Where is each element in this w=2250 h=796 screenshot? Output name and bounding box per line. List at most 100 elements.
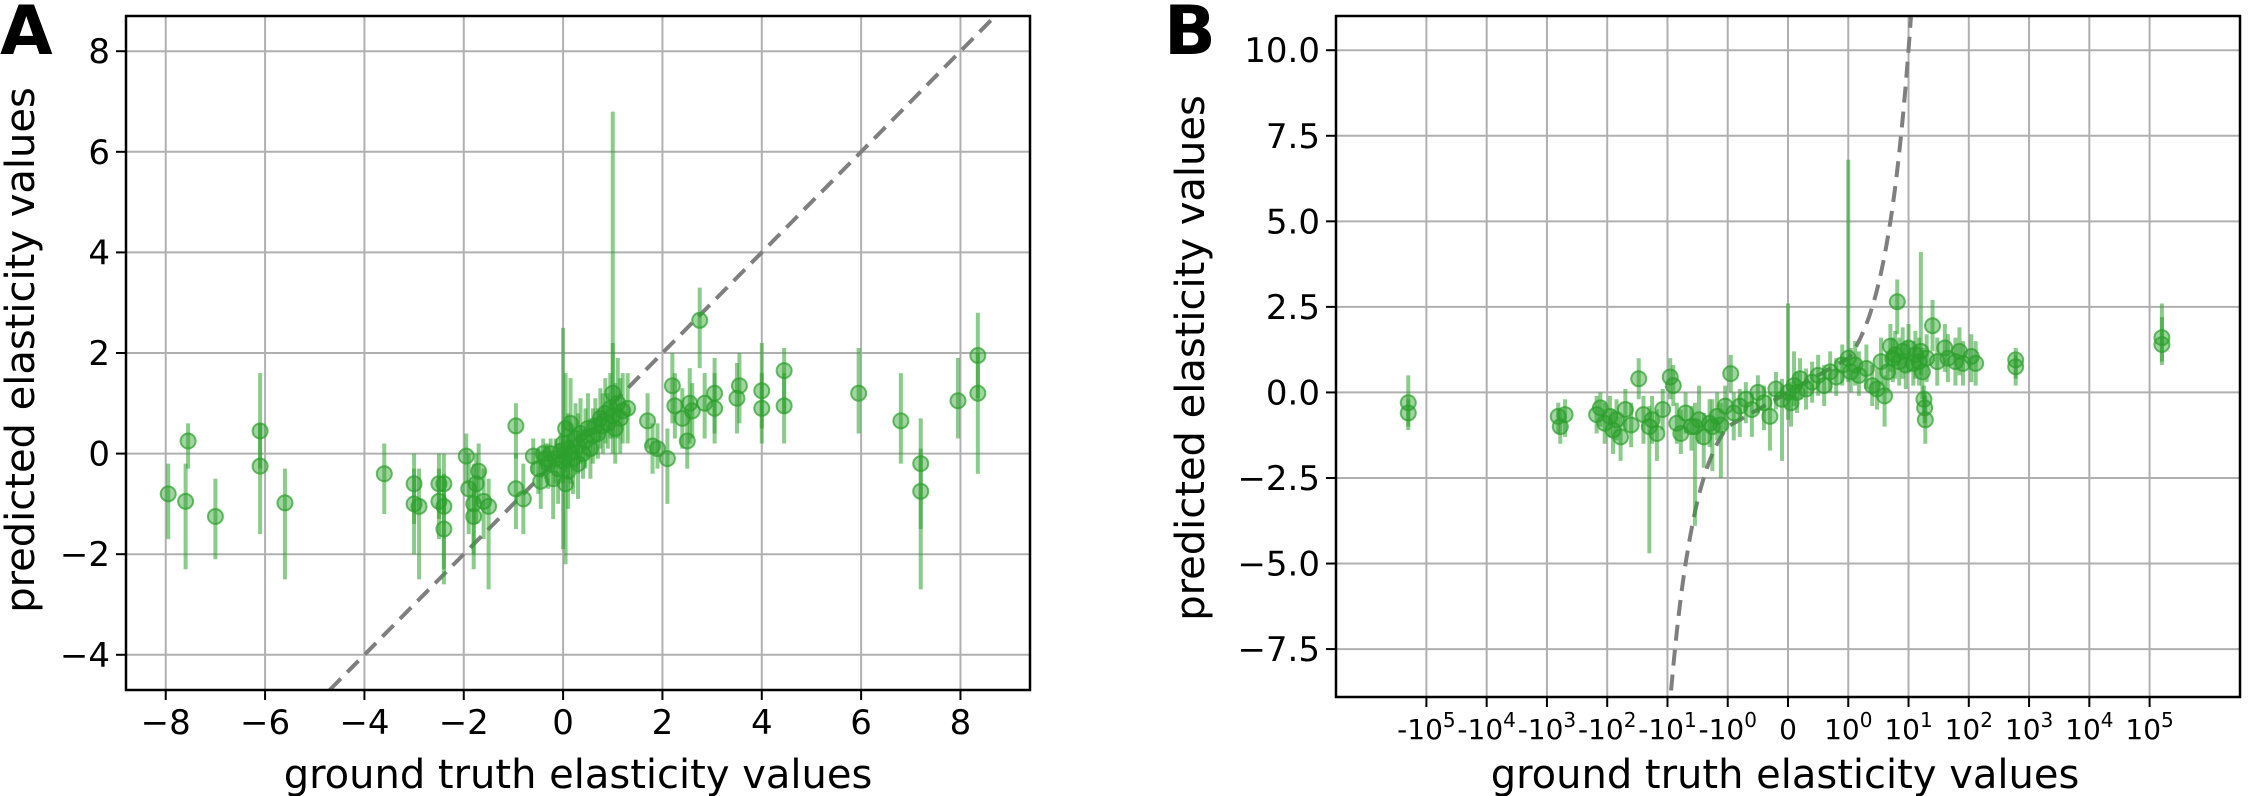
panel-a-data-point [728, 389, 746, 407]
panel-a-label: A [0, 0, 53, 71]
panel-a-data-point [775, 397, 793, 415]
panel-a-data-point [691, 311, 709, 329]
panel-a-data-point [465, 507, 483, 525]
panel-a-data-point [514, 490, 532, 508]
panel-b-data-point [1761, 407, 1779, 425]
panel-b-x-tick-label: -101 [1638, 708, 1696, 746]
panel-b-data-point [1648, 424, 1666, 442]
panel-a-data-point [648, 440, 666, 458]
panel-b-reference-line [1669, 17, 1913, 691]
panel-a-data-point [179, 432, 197, 450]
panel-a-x-tick-label: 2 [652, 703, 674, 743]
panel-a-data-point [276, 494, 294, 512]
panel-a-data-point [410, 497, 428, 515]
panel-b-data-point [1924, 317, 1942, 335]
panel-a-x-tick-label: 0 [552, 703, 574, 743]
panel-a-data-point [969, 384, 987, 402]
panel-a-reference-line [328, 14, 997, 692]
panel-b-x-tick-label: -103 [1518, 708, 1576, 746]
panel-a-data-point [480, 497, 498, 515]
panel-b-data-point [1664, 377, 1682, 395]
panel-a-data-point [206, 507, 224, 525]
panel-a-data-point [435, 520, 453, 538]
panel-a-data-point [470, 462, 488, 480]
panel-a-y-tick-label: 6 [88, 133, 110, 173]
panel-a-data-point [696, 394, 714, 412]
panel-a-x-tick-label: 6 [850, 703, 872, 743]
panel-a-data-point [753, 382, 771, 400]
panel-a-points [159, 311, 987, 538]
panel-b-data-point [1755, 394, 1773, 412]
panel-b-data-point [1967, 354, 1985, 372]
panel-a-data-point [730, 377, 748, 395]
panel-a-x-tick-label: 8 [950, 703, 972, 743]
panel-a-data-point [457, 447, 475, 465]
panel-b-x-tick-label: 101 [1884, 708, 1932, 746]
panel-a-y-tick-label: 2 [88, 334, 110, 374]
panel-b-x-axis-title: ground truth elasticity values [1491, 752, 2080, 796]
panel-a-data-point [892, 412, 910, 430]
panel-a-x-tick-label: −8 [141, 703, 191, 743]
panel-b-ticks: -105 -104 -103 -102 -101 -100 0 100 101 102 103 104… [1237, 31, 2173, 746]
panel-a-chart: −8 −6 −4 −2 0 2 4 6 8 −4 −2 0 2 4 6 8 A ground truth el… [0, 0, 1032, 796]
panel-a-data-point [639, 412, 657, 430]
panel-b-label: B [1164, 0, 1216, 71]
panel-a-ticks: −8 −6 −4 −2 0 2 4 6 8 −4 −2 0 2 4 6 8 [60, 32, 971, 743]
panel-a-data-point [405, 475, 423, 493]
panel-b-x-tick-label: 0 [1779, 713, 1797, 746]
panel-a-data-point [581, 440, 599, 458]
panel-a-data-point [435, 497, 453, 515]
panel-b-y-tick-label: −7.5 [1237, 630, 1320, 670]
panel-a-data-point [850, 384, 868, 402]
panel-a-data-point [912, 455, 930, 473]
panel-b-x-tick-label: 105 [2125, 708, 2173, 746]
panel-a-y-tick-label: −2 [60, 535, 110, 575]
panel-b-x-tick-label: -100 [1698, 708, 1756, 746]
panel-a-data-point [435, 475, 453, 493]
panel-a-data-point [753, 399, 771, 417]
panel-b-points [1399, 293, 2171, 446]
panel-b-reference-line-group [1669, 17, 1913, 691]
panel-a-data-point [912, 482, 930, 500]
panel-a-data-point [606, 419, 624, 437]
panel-b-y-axis-title: predicted elasticity values [1168, 95, 1214, 621]
panel-b-data-point [1876, 387, 1894, 405]
panel-a-y-tick-label: 4 [88, 233, 110, 273]
panel-a-data-point [604, 384, 622, 402]
panel-a-data-point [949, 392, 967, 410]
panel-a-x-tick-label: −6 [240, 703, 290, 743]
panel-a-reference-line-group [328, 14, 997, 692]
panel-a-data-point [775, 362, 793, 380]
panel-b-x-tick-label: 100 [1824, 708, 1872, 746]
panel-b-data-point [1630, 370, 1648, 388]
panel-a-x-tick-label: 4 [751, 703, 773, 743]
panel-a-data-point [251, 422, 269, 440]
panel-b-data-point [2007, 358, 2025, 376]
panel-a-data-point [467, 475, 485, 493]
panel-a-data-point [251, 457, 269, 475]
panel-b-data-point [1612, 428, 1630, 446]
panel-a-data-point [678, 432, 696, 450]
panel-b-data-point [1654, 401, 1672, 419]
panel-a-data-point [663, 377, 681, 395]
panel-a-data-point [159, 485, 177, 503]
panel-a-data-point [375, 465, 393, 483]
panel-a-data-point [619, 399, 637, 417]
panel-a-x-tick-label: −2 [439, 703, 489, 743]
panel-b-x-tick-label: 103 [2005, 708, 2053, 746]
panel-a-data-point [706, 399, 724, 417]
panel-a-y-tick-label: 0 [88, 435, 110, 475]
panel-b-chart: -105 -104 -103 -102 -101 -100 0 100 101 102 103 104… [1164, 0, 2242, 796]
panel-a-data-point [507, 417, 525, 435]
panel-b-x-tick-label: -102 [1578, 708, 1636, 746]
panel-b-y-tick-label: 0.0 [1266, 373, 1320, 413]
panel-a-data-point [177, 492, 195, 510]
panel-b-x-tick-label: 102 [1945, 708, 1993, 746]
panel-b-y-tick-label: −2.5 [1237, 459, 1320, 499]
panel-a-data-point [658, 450, 676, 468]
panel-a-y-axis-title: predicted elasticity values [0, 87, 44, 613]
panel-a-y-tick-label: 8 [88, 32, 110, 72]
panel-b-data-point [1399, 404, 1417, 422]
panel-b-data-point [1857, 359, 1875, 377]
